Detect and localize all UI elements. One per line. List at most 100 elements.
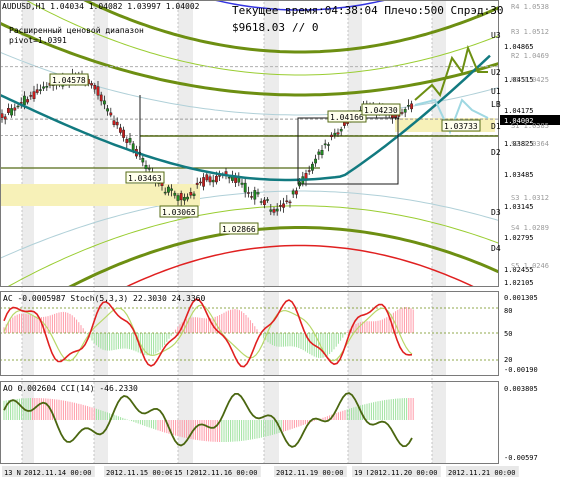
candle-body bbox=[35, 89, 39, 93]
candle-body bbox=[109, 112, 113, 116]
candle-body bbox=[333, 132, 337, 136]
time-tick-label: 2012.11.19 00:00 bbox=[276, 469, 343, 477]
candle-body bbox=[198, 181, 202, 184]
candle-body bbox=[288, 201, 292, 204]
stoch-main bbox=[3, 298, 413, 368]
candle-body bbox=[131, 143, 135, 151]
price-tick-label: 1.03145 bbox=[504, 203, 534, 211]
status-equity: $9618.03 bbox=[232, 21, 285, 34]
price-tick-label: 1.03825 bbox=[504, 140, 534, 148]
candle-body bbox=[256, 192, 260, 195]
annotation-box bbox=[441, 119, 481, 132]
annotation-box bbox=[125, 171, 165, 184]
forecast-olive bbox=[414, 44, 488, 101]
candle-body bbox=[279, 205, 282, 207]
candle-body bbox=[176, 195, 180, 201]
pivot-label: pivot=1.0391 bbox=[9, 36, 67, 45]
forecast-light bbox=[414, 98, 489, 135]
level-label-faint: R4 1.0538 bbox=[511, 3, 549, 11]
time-tick-label: 2012.11.15 00:00 bbox=[106, 469, 173, 477]
level-label: D4 bbox=[491, 244, 501, 253]
ao-tick-label: 0.003805 bbox=[504, 385, 538, 393]
level-label-faint: S3 1.0312 bbox=[511, 194, 549, 202]
session-stripe bbox=[178, 381, 193, 464]
candle-body bbox=[259, 201, 263, 203]
candle-body bbox=[208, 176, 212, 183]
time-tick-box bbox=[368, 466, 441, 477]
candle-body bbox=[227, 176, 231, 179]
band-u2 bbox=[0, 21, 499, 97]
candle-body bbox=[42, 86, 46, 89]
band-d2-light bbox=[0, 190, 499, 259]
time-tick-box bbox=[274, 466, 347, 477]
band-red bbox=[124, 244, 476, 287]
candle-body bbox=[96, 86, 100, 96]
ao-panel bbox=[0, 381, 499, 464]
level-label: U1 bbox=[491, 87, 501, 96]
price-tick-label: 1.02795 bbox=[504, 234, 534, 242]
time-tick-label: 15 N bbox=[174, 469, 191, 477]
candle-body bbox=[16, 105, 20, 108]
price-tick-label: 1.03485 bbox=[504, 171, 534, 179]
current-price-label: 1.04002 bbox=[504, 117, 534, 125]
candle-body bbox=[323, 143, 327, 146]
time-tick-label: 13 N bbox=[4, 469, 21, 477]
time-tick-box bbox=[446, 466, 519, 477]
session-stripe bbox=[264, 291, 279, 376]
time-tick-box bbox=[2, 466, 24, 477]
main-plot bbox=[0, 0, 499, 287]
annotation-box bbox=[219, 222, 259, 235]
level-label-faint: S4 1.0289 bbox=[511, 224, 549, 232]
level-labels: R4 1.0538 R3 1.0512 U3 R2 1.0469 U2 R1 1.0425… bbox=[491, 3, 549, 270]
candle-body bbox=[295, 190, 298, 195]
candle-body bbox=[314, 158, 317, 164]
time-tick-box bbox=[352, 466, 374, 477]
candle-body bbox=[205, 174, 209, 181]
candle-body bbox=[39, 89, 42, 91]
ao-cci-plot bbox=[3, 392, 414, 448]
candle-body bbox=[291, 190, 295, 195]
session-stripe bbox=[432, 291, 446, 376]
level-label-faint: S2 1.0364 bbox=[511, 140, 549, 148]
ac-panel bbox=[0, 291, 499, 376]
zone-yellow-left bbox=[0, 184, 200, 206]
status-time: Текущее время:04:38:04 Плечо:500 Спрэд:3… bbox=[232, 4, 504, 17]
candle-body bbox=[320, 149, 324, 155]
candle-body bbox=[282, 203, 285, 208]
annotation-box bbox=[49, 73, 89, 86]
session-stripe bbox=[94, 0, 108, 287]
candle-body bbox=[186, 196, 189, 200]
moving-average bbox=[0, 54, 491, 182]
candle-body bbox=[106, 108, 110, 112]
annotation-label: 1.04166 bbox=[330, 113, 364, 122]
candle-body bbox=[170, 188, 173, 191]
session-stripe bbox=[264, 381, 279, 464]
time-axis: 13 N 2012.11.14 00:00 2012.11.15 00:00 15 N… bbox=[2, 466, 519, 477]
session-stripe bbox=[264, 0, 279, 287]
annotation-box bbox=[361, 103, 401, 116]
candle-body bbox=[6, 107, 10, 113]
candle-body bbox=[173, 192, 177, 196]
time-tick-box bbox=[188, 466, 261, 477]
price-annotations: 1.04578 1.03463 1.03065 1.02866 1.041661.042… bbox=[49, 73, 481, 235]
price-tick-label: 1.02105 bbox=[504, 279, 534, 287]
candle-body bbox=[330, 134, 333, 137]
time-tick-label: 2012.11.20 00:00 bbox=[370, 469, 437, 477]
session-stripe bbox=[22, 381, 34, 464]
level-label-faint: S1 1.0385 bbox=[511, 122, 549, 130]
main-frame bbox=[0, 0, 499, 287]
ao-tick-label: -0.00597 bbox=[504, 454, 538, 462]
candle-body bbox=[400, 112, 404, 114]
candle-body bbox=[179, 193, 183, 201]
candle-body bbox=[243, 182, 247, 193]
candle-body bbox=[166, 186, 170, 193]
candle-body bbox=[23, 95, 26, 106]
time-tick-label: 2012.11.16 00:00 bbox=[190, 469, 257, 477]
indicator-name: Расширенный ценовой диапазон bbox=[9, 26, 144, 35]
candle-body bbox=[182, 197, 186, 201]
ac-tick-label: 50 bbox=[504, 330, 512, 338]
annotation-label: 1.03065 bbox=[162, 208, 196, 217]
ac-tick-label: 80 bbox=[504, 307, 512, 315]
candle-body bbox=[128, 137, 132, 143]
